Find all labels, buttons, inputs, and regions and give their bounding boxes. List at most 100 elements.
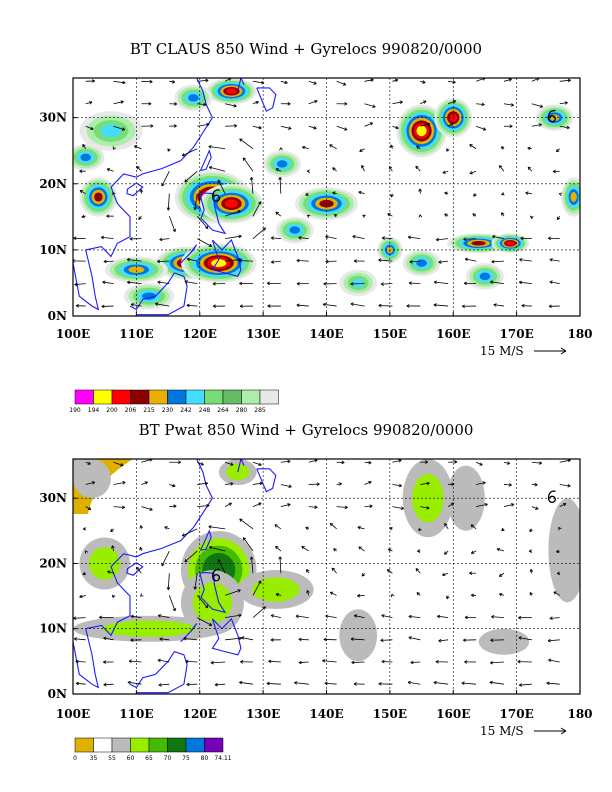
wind-vector-head: [121, 505, 126, 510]
y-tick-label: 30N: [39, 111, 67, 125]
gyre-location-marker: [211, 568, 221, 582]
wind-vector-head: [75, 659, 79, 664]
wind-vector-head: [387, 548, 392, 552]
wind-vector: [224, 589, 241, 596]
wind-vector-head: [136, 166, 140, 170]
wind-vector-head: [469, 571, 473, 575]
wind-vector: [527, 166, 533, 172]
cloud-contour: [100, 124, 122, 138]
wind-vector: [408, 236, 421, 240]
wind-vector: [531, 78, 540, 82]
wind-vector-head: [79, 169, 83, 173]
wind-vector: [549, 617, 560, 619]
cloud-contour: [80, 153, 91, 162]
wind-vector-head: [498, 592, 503, 597]
wind-vector: [161, 550, 170, 567]
bottom-chart-title: BT Pwat 850 Wind + Gyrelocs 990820/0000: [138, 421, 474, 439]
wind-vector-head: [120, 463, 124, 467]
coastline: [199, 192, 227, 235]
wind-vector-head: [325, 235, 329, 239]
wind-vector: [113, 101, 124, 105]
wind-vector-head: [148, 101, 152, 106]
wind-vector-head: [298, 660, 302, 665]
wind-vector-head: [294, 681, 298, 685]
wind-vector-head: [130, 638, 134, 642]
wind-vector: [332, 167, 337, 172]
wind-vector: [358, 191, 365, 195]
wind-vector-head: [451, 482, 455, 487]
wind-vector-head: [387, 213, 391, 217]
wind-vector: [469, 170, 477, 174]
wind-vector: [470, 524, 477, 530]
wind-vector: [325, 236, 337, 240]
colorbar-swatch: [111, 737, 131, 753]
wind-vector: [274, 524, 282, 530]
wind-vector-head: [161, 183, 165, 187]
wind-vector: [224, 502, 232, 508]
wind-vector-head: [562, 503, 567, 507]
wind-vector-head: [493, 303, 497, 307]
wind-vector-head: [172, 228, 176, 233]
wind-vector-head: [442, 572, 446, 577]
wind-vector: [392, 459, 402, 463]
wind-vector-head: [266, 281, 270, 286]
wind-vector-head: [418, 188, 422, 192]
wind-vector-head: [564, 101, 568, 105]
wind-vector-head: [350, 302, 354, 306]
wind-vector: [519, 683, 532, 686]
cloud-contour: [289, 226, 301, 234]
wind-vector: [79, 595, 86, 598]
wind-vector-head: [529, 592, 533, 596]
wind-vector-head: [82, 144, 86, 148]
wind-vector-head: [553, 591, 557, 595]
wind-vector-head: [279, 147, 283, 151]
wind-vector-head: [454, 460, 458, 464]
wind-vector-head: [410, 660, 414, 665]
wind-vector: [215, 683, 226, 686]
wind-vector-head: [508, 483, 512, 487]
wind-vector: [415, 165, 421, 172]
wind-vector: [167, 193, 170, 211]
coastline: [73, 78, 214, 311]
wind-vector-head: [489, 680, 493, 685]
wind-vector-head: [204, 481, 208, 486]
wind-vector-head: [212, 282, 216, 286]
wind-vector-head: [164, 526, 168, 530]
wind-vector: [433, 681, 449, 685]
wind-vector: [359, 148, 365, 152]
wind-vector: [280, 484, 292, 488]
wind-vector-head: [351, 660, 355, 665]
wind-vector-head: [287, 503, 291, 507]
wind-vector-head: [325, 259, 329, 264]
wind-vector: [378, 305, 393, 307]
wind-vector-head: [112, 146, 117, 150]
wind-vector-head: [338, 482, 342, 486]
wind-vector-head: [200, 462, 204, 466]
wind-vector-head: [370, 78, 374, 82]
wind-vector: [503, 103, 514, 106]
coastline: [211, 617, 242, 656]
wind-vector-head: [567, 483, 571, 488]
wind-vector-head: [506, 461, 511, 465]
wind-vector: [409, 260, 421, 263]
wind-vector: [548, 659, 560, 663]
wind-vector: [420, 123, 431, 127]
wind-vector-head: [85, 550, 89, 554]
wind-vector: [252, 101, 259, 105]
wind-vector-head: [548, 658, 552, 663]
x-tick-label: 140E: [309, 707, 343, 721]
wind-vector-head: [233, 124, 238, 128]
wind-vector-head: [323, 282, 327, 286]
wind-vector-head: [228, 502, 232, 506]
wind-vector-head: [470, 550, 475, 554]
wind-vector: [444, 550, 449, 555]
wind-vector-head: [157, 614, 162, 618]
wind-vector-head: [547, 638, 551, 643]
wind-vector: [197, 617, 212, 626]
wind-vector: [217, 559, 226, 574]
wind-vector: [329, 144, 337, 150]
wind-vector: [364, 461, 372, 464]
wind-vector-head: [206, 122, 210, 127]
wind-vector-head: [230, 482, 234, 486]
wind-vector: [392, 506, 404, 509]
